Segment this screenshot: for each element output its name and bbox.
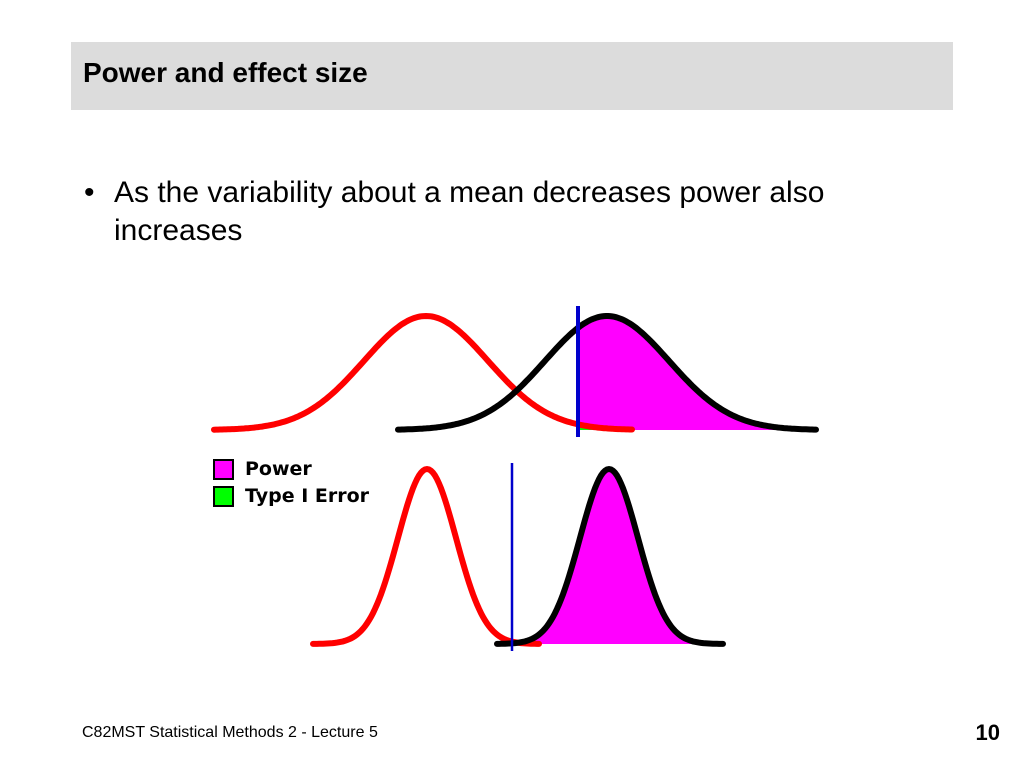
null-distribution-curve: [310, 465, 542, 647]
title-bar: Power and effect size: [71, 42, 953, 110]
bullet-text: As the variability about a mean decrease…: [114, 176, 825, 247]
slide-title: Power and effect size: [83, 57, 368, 88]
legend-label: Power: [245, 458, 312, 480]
power-area: [578, 316, 817, 430]
panel-high-variability: [211, 306, 819, 437]
type1-error-swatch-icon: [213, 486, 234, 507]
bullet-icon: •: [84, 176, 95, 209]
null-distribution-curve: [211, 312, 635, 433]
footer-text: C82MST Statistical Methods 2 - Lecture 5: [82, 724, 378, 741]
panel-low-variability: [310, 463, 726, 651]
power-swatch-icon: [213, 459, 234, 480]
alternative-distribution-curve: [494, 465, 726, 647]
power-area: [512, 469, 724, 644]
legend-label: Type I Error: [245, 485, 370, 507]
alternative-distribution-curve: [395, 313, 819, 433]
page-number: 10: [975, 720, 1000, 745]
